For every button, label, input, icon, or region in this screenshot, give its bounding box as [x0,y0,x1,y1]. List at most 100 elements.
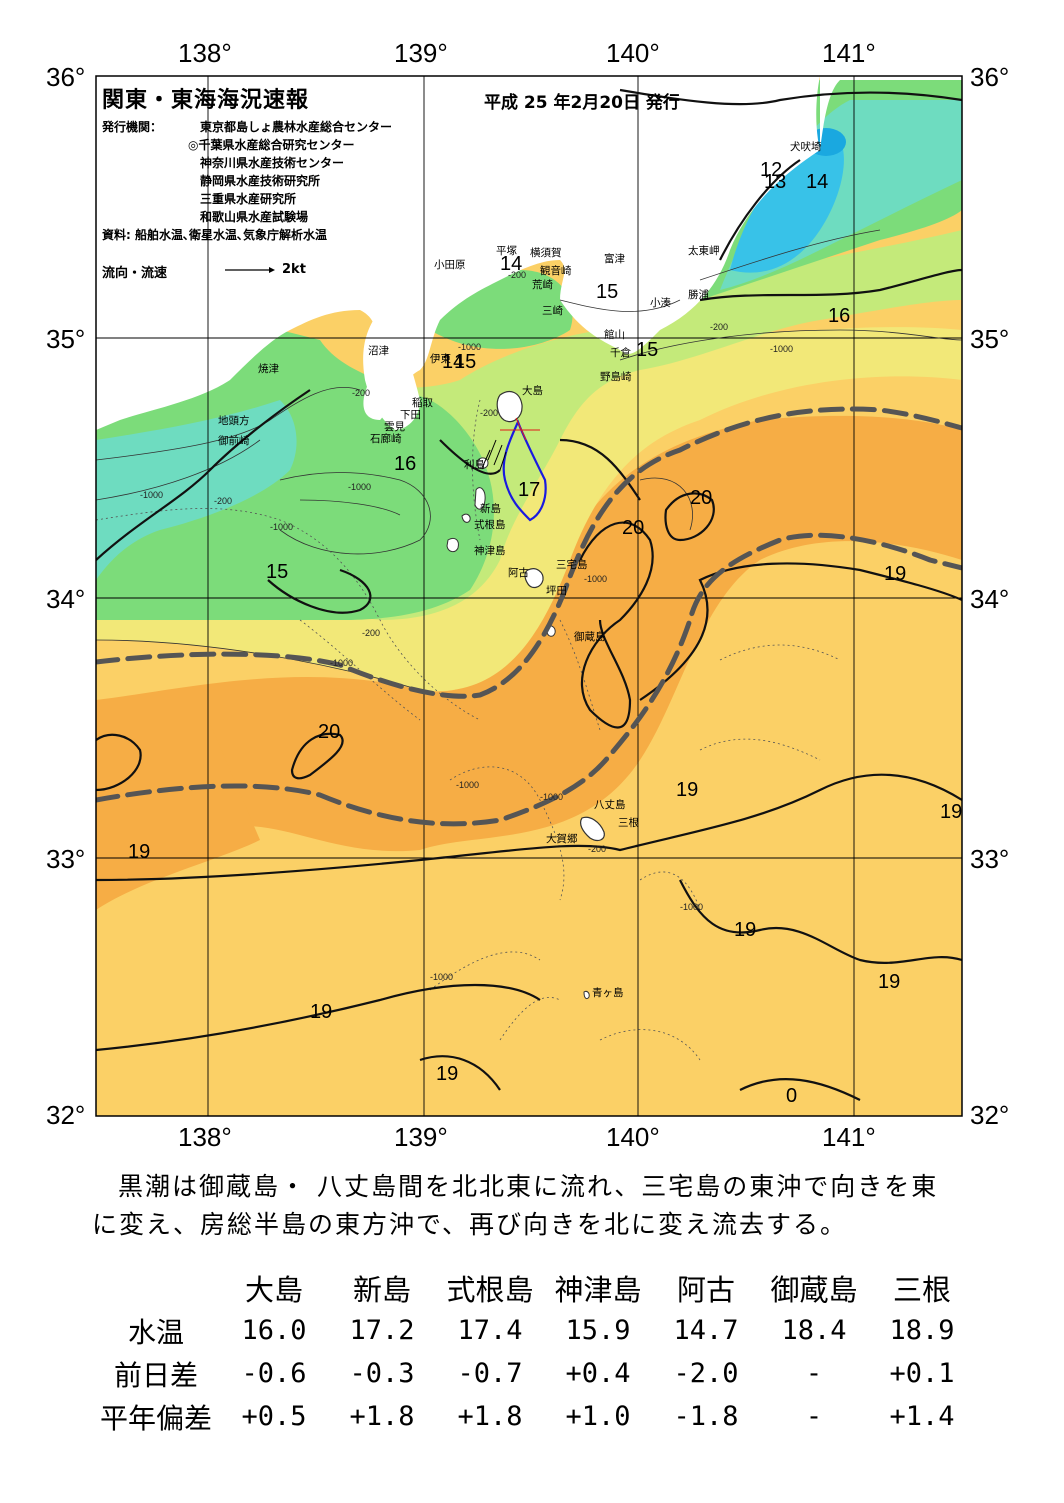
place-label: 富津 [604,252,625,265]
island-niijima [474,487,486,510]
table-header-row: 大島 新島 式根島 神津島 阿古 御蔵島 三根 [92,1266,976,1309]
place-label: 犬吠埼 [790,140,822,153]
iso-label-15b: 15 [636,339,658,361]
description-line-1: 黒潮は御蔵島・ 八丈島間を北北東に流れ、三宅島の東沖で向きを東 [118,1172,939,1201]
issuers-label: 発行機関： [102,120,163,134]
lon-label-bottom: 138° [178,1122,232,1152]
iso-label-15: 15 [596,281,618,303]
sea-area-cold [730,136,844,273]
iso-label-14c: 14 [442,351,464,373]
place-label: 沼津 [368,344,389,357]
depth-label: -1000 [770,344,793,354]
depth-labels: -200 -1000 -200 -1000 -200 -1000 -200 -1… [140,270,793,982]
table-cell: +1.8 [457,1401,523,1432]
place-label: 野島崎 [600,370,632,383]
iso-label-19f: 19 [878,971,900,993]
iso-label-19d: 19 [128,841,150,863]
depth-label: -200 [362,628,380,638]
depth-contours [96,399,841,1061]
table-cell: 16.0 [241,1315,307,1346]
place-label: 荒崎 [532,278,553,291]
iso-label-19g: 19 [310,1001,332,1023]
iso-label-14: 14 [806,171,828,193]
iso-label-19: 19 [884,563,906,585]
place-label: 雲見 [384,421,405,433]
map-frame [95,75,963,1117]
depth-label: -1000 [270,522,293,532]
issuers-block: 発行機関： 東京都島しょ農林水産総合センター ◎千葉県水産総合研究センター 神奈川… [102,118,392,226]
row-label: 水温 [127,1315,184,1349]
island-oshima [496,391,523,423]
row-label: 平年偏差 [99,1401,212,1435]
depth-label: -1000 [456,780,479,790]
iso-label-20c: 20 [318,721,340,743]
place-label: 三宅島 [556,558,588,571]
row-label: 前日差 [113,1358,198,1392]
table-row: 前日差 -0.6 -0.3 -0.7 +0.4 -2.0 - +0.1 [92,1352,976,1395]
place-label: 太東岬 [688,244,720,257]
lat-label-right: 32° [970,1100,1009,1130]
issuer: 和歌山県水産試験場 [200,210,309,224]
table-cell: 14.7 [673,1315,739,1346]
current-arrows [481,439,507,471]
sea-area-cool-w [96,400,297,580]
island-miyakejima [524,568,544,589]
island-aogashima [583,990,590,1000]
place-label: 小田原 [434,259,466,271]
isotherm-labels: 12 13 14 14 15 15 14 15 16 16 17 15 20 2… [128,159,962,1107]
lon-label-top: 141° [822,38,876,68]
place-names: 犬吠埼 太東岬 勝浦 小湊 富津 横須賀 観音崎 荒崎 三崎 館山 千倉 野島崎… [218,140,822,999]
place-label: 館山 [604,328,625,341]
lat-label-right: 35° [970,324,1009,354]
table-cell: 18.4 [781,1315,847,1346]
column-header: 阿古 [676,1272,735,1307]
island-kozushima [446,537,459,553]
table-cell: +1.8 [349,1401,415,1432]
depth-label: -200 [352,388,370,398]
place-label: 八丈島 [594,798,626,811]
description: 黒潮は御蔵島・ 八丈島間を北北東に流れ、三宅島の東沖で向きを東 に変え、房総半島… [92,1168,992,1244]
depth-label: -1000 [330,658,353,668]
place-label: 三根 [618,816,639,829]
lat-label-left: 32° [46,1100,85,1130]
graticule [96,76,962,1116]
table-cell: 18.9 [889,1315,955,1346]
issuer: 東京都島しょ農林水産総合センター [200,120,393,134]
depth-label: -1000 [540,792,563,802]
table-cell: +1.0 [565,1401,631,1432]
lon-label-top: 140° [606,38,660,68]
sea-temperature-map: 12 13 14 14 15 15 14 15 16 16 17 15 20 2… [46,38,1009,1152]
lat-label-right: 34° [970,584,1009,614]
depth-label: -200 [710,322,728,332]
depth-label: -200 [588,844,606,854]
place-label: 千倉 [610,346,631,359]
table-cell: 17.4 [457,1315,523,1346]
place-label: 石廊崎 [370,432,402,445]
place-label: 青ヶ島 [592,986,624,999]
place-label: 神津島 [474,544,506,557]
issuer: 神奈川県水産技術センター [200,156,345,170]
observation-table: 大島 新島 式根島 神津島 阿古 御蔵島 三根 水温 16.0 17.2 17.… [92,1266,976,1438]
iso-label-19c: 19 [940,801,962,823]
place-label: 大賀郷 [546,832,578,845]
place-label: 新島 [480,502,501,515]
sea-area-orange-patch [96,700,260,910]
place-label: 観音崎 [540,264,572,277]
description-line-2: に変え、房総半島の東方沖で、再び向きを北に変え流去する。 [92,1210,848,1239]
table-cell: -1.8 [673,1401,739,1432]
iso-label-19e: 19 [734,919,756,941]
land-izu-peninsula [363,310,420,430]
table-row: 水温 16.0 17.2 17.4 15.9 14.7 18.4 18.9 [92,1309,976,1352]
column-header: 御蔵島 [770,1272,858,1307]
depth-label: -1000 [430,972,453,982]
iso-label-20b: 20 [622,517,644,539]
issuer: ◎千葉県水産総合研究センター [188,138,355,152]
place-label: 三崎 [542,304,563,317]
iso-label-16b: 16 [394,453,416,475]
iso-label-20: 20 [690,487,712,509]
issue-date: 平成 25 年2月20日 発行 [484,93,680,113]
depth-label: -200 [480,408,498,418]
issuer: 三重県水産研究所 [200,192,297,206]
table-cell: -0.6 [241,1358,307,1389]
place-label: 平塚 [496,245,517,257]
